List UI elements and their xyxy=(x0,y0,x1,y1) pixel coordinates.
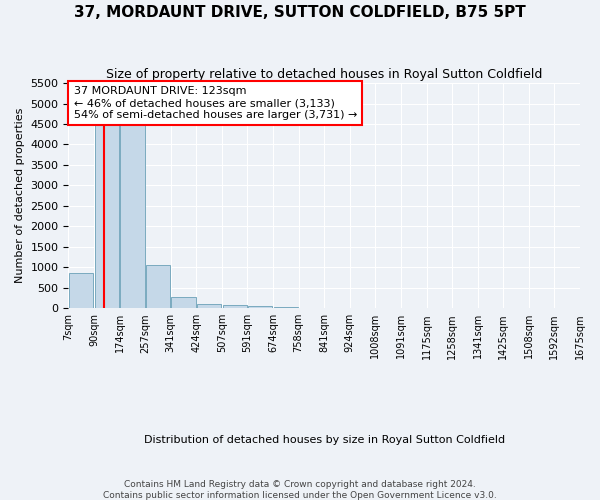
Title: Size of property relative to detached houses in Royal Sutton Coldfield: Size of property relative to detached ho… xyxy=(106,68,542,80)
Text: 37, MORDAUNT DRIVE, SUTTON COLDFIELD, B75 5PT: 37, MORDAUNT DRIVE, SUTTON COLDFIELD, B7… xyxy=(74,5,526,20)
Bar xyxy=(274,306,298,308)
Bar xyxy=(146,266,170,308)
Bar xyxy=(120,100,145,308)
Text: Contains HM Land Registry data © Crown copyright and database right 2024.
Contai: Contains HM Land Registry data © Crown c… xyxy=(103,480,497,500)
Bar xyxy=(95,100,119,308)
Text: 37 MORDAUNT DRIVE: 123sqm
← 46% of detached houses are smaller (3,133)
54% of se: 37 MORDAUNT DRIVE: 123sqm ← 46% of detac… xyxy=(74,86,357,120)
Bar xyxy=(223,305,247,308)
X-axis label: Distribution of detached houses by size in Royal Sutton Coldfield: Distribution of detached houses by size … xyxy=(143,435,505,445)
Y-axis label: Number of detached properties: Number of detached properties xyxy=(15,108,25,284)
Bar xyxy=(197,304,221,308)
Bar xyxy=(172,297,196,308)
Bar xyxy=(248,306,272,308)
Bar xyxy=(69,274,94,308)
